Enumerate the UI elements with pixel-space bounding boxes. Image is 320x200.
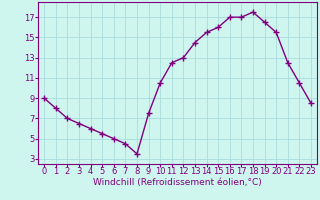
- X-axis label: Windchill (Refroidissement éolien,°C): Windchill (Refroidissement éolien,°C): [93, 178, 262, 187]
